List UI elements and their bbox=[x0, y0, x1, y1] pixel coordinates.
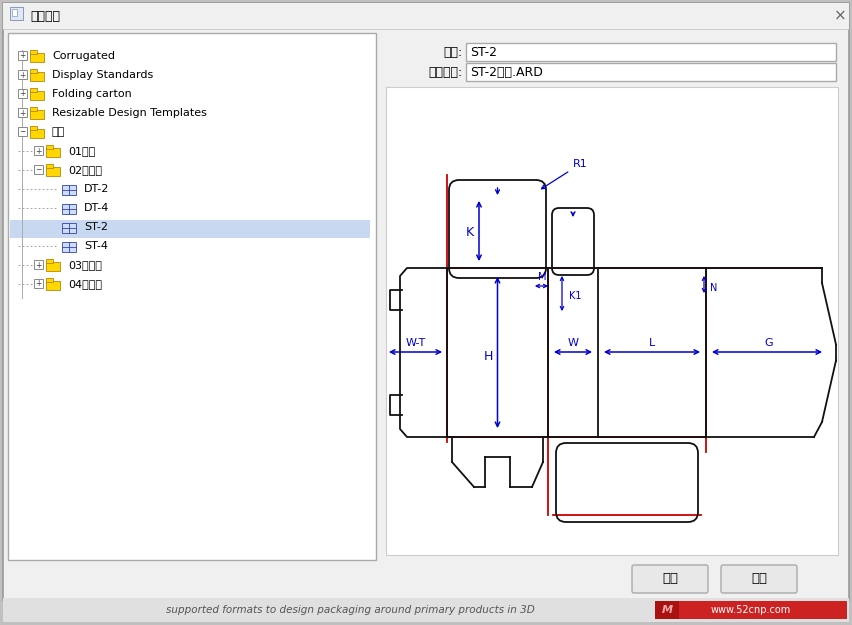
Text: +: + bbox=[20, 109, 26, 118]
Bar bbox=[62, 223, 76, 233]
Bar bbox=[46, 262, 60, 271]
Text: ST-2双插.ARD: ST-2双插.ARD bbox=[470, 66, 543, 79]
Bar bbox=[62, 204, 76, 214]
Bar bbox=[46, 278, 53, 282]
Bar bbox=[46, 167, 60, 176]
Bar bbox=[3, 29, 849, 30]
Bar bbox=[30, 91, 44, 100]
Text: ×: × bbox=[833, 9, 846, 24]
Bar bbox=[12, 9, 17, 16]
Bar bbox=[18, 108, 27, 117]
Bar bbox=[18, 51, 27, 60]
Text: M: M bbox=[538, 272, 546, 282]
Bar bbox=[18, 89, 27, 98]
Bar bbox=[10, 220, 370, 238]
Bar bbox=[30, 69, 37, 73]
FancyBboxPatch shape bbox=[632, 565, 708, 593]
Text: www.52cnp.com: www.52cnp.com bbox=[711, 605, 792, 615]
Bar bbox=[62, 185, 76, 195]
Bar bbox=[466, 63, 836, 81]
Bar bbox=[18, 70, 27, 79]
Text: 独享: 独享 bbox=[52, 127, 66, 137]
Text: Corrugated: Corrugated bbox=[52, 51, 115, 61]
Bar bbox=[30, 107, 37, 111]
Text: N: N bbox=[711, 283, 717, 293]
Bar bbox=[30, 50, 37, 54]
Text: DT-2: DT-2 bbox=[84, 184, 109, 194]
Bar bbox=[46, 164, 53, 168]
Bar bbox=[62, 242, 76, 252]
Bar bbox=[30, 110, 44, 119]
Bar bbox=[30, 53, 44, 62]
Bar bbox=[34, 146, 43, 155]
Text: L: L bbox=[649, 338, 655, 348]
Text: −: − bbox=[20, 127, 26, 136]
Bar bbox=[34, 279, 43, 288]
Text: 工作空间:: 工作空间: bbox=[429, 66, 463, 79]
Text: +: + bbox=[35, 146, 42, 156]
Text: W-T: W-T bbox=[406, 338, 426, 348]
Text: G: G bbox=[765, 338, 774, 348]
Text: 盒型目录: 盒型目录 bbox=[30, 9, 60, 22]
Bar bbox=[30, 129, 44, 138]
Bar bbox=[46, 145, 53, 149]
FancyBboxPatch shape bbox=[721, 565, 797, 593]
Bar bbox=[46, 148, 60, 157]
Text: −: − bbox=[35, 166, 42, 174]
Text: K1: K1 bbox=[569, 291, 581, 301]
Bar bbox=[655, 601, 847, 619]
Bar bbox=[655, 601, 679, 619]
Text: Folding carton: Folding carton bbox=[52, 89, 132, 99]
Bar bbox=[34, 165, 43, 174]
Bar bbox=[46, 259, 53, 263]
Text: ST-4: ST-4 bbox=[84, 241, 108, 251]
Text: +: + bbox=[20, 89, 26, 99]
Bar bbox=[3, 598, 849, 622]
Text: R1: R1 bbox=[542, 159, 588, 189]
Text: 04飞机盒: 04飞机盒 bbox=[68, 279, 102, 289]
Text: 取消: 取消 bbox=[751, 572, 767, 586]
Text: ST-2: ST-2 bbox=[470, 46, 497, 59]
Text: 01封套: 01封套 bbox=[68, 146, 95, 156]
Bar bbox=[466, 43, 836, 61]
Bar bbox=[30, 126, 37, 130]
Text: Display Standards: Display Standards bbox=[52, 70, 153, 80]
Bar bbox=[18, 127, 27, 136]
Text: +: + bbox=[35, 279, 42, 289]
Bar bbox=[30, 72, 44, 81]
Text: supported formats to design packaging around primary products in 3D: supported formats to design packaging ar… bbox=[165, 605, 534, 615]
Text: W: W bbox=[567, 338, 579, 348]
Text: 说明:: 说明: bbox=[444, 46, 463, 59]
Bar bbox=[386, 87, 838, 555]
Bar bbox=[3, 3, 849, 29]
Text: DT-4: DT-4 bbox=[84, 203, 109, 213]
Text: +: + bbox=[20, 51, 26, 61]
Text: +: + bbox=[35, 261, 42, 269]
Text: K: K bbox=[466, 226, 474, 239]
Bar bbox=[46, 281, 60, 290]
Bar bbox=[30, 88, 37, 92]
Text: H: H bbox=[484, 350, 493, 363]
Text: M: M bbox=[661, 605, 672, 615]
Bar bbox=[34, 260, 43, 269]
Text: ST-2: ST-2 bbox=[84, 222, 108, 232]
Text: +: + bbox=[20, 71, 26, 79]
Text: 确定: 确定 bbox=[662, 572, 678, 586]
Text: 03插底盒: 03插底盒 bbox=[68, 260, 102, 270]
Bar bbox=[10, 7, 23, 20]
Text: Resizable Design Templates: Resizable Design Templates bbox=[52, 108, 207, 118]
Text: 02双插盒: 02双插盒 bbox=[68, 165, 102, 175]
Bar bbox=[8, 33, 376, 560]
